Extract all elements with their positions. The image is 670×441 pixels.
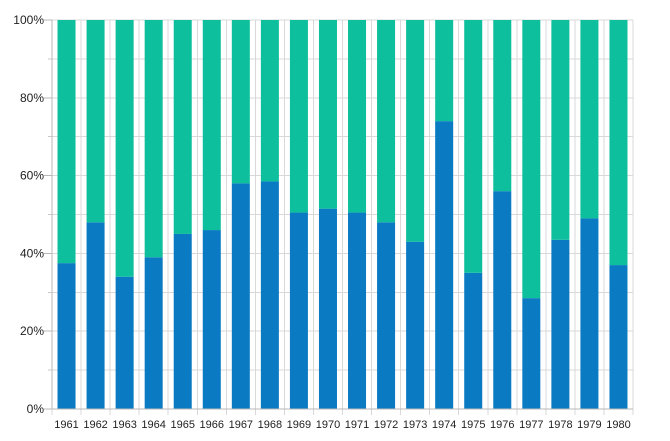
bar-1962-series-1 bbox=[87, 222, 105, 409]
bar-1966-series-1 bbox=[203, 230, 221, 409]
bar-1961-series-2 bbox=[58, 20, 76, 263]
bar-1967-series-1 bbox=[232, 183, 250, 409]
y-tick-label: 60% bbox=[20, 169, 44, 183]
y-axis-tick-labels: 0% 20% 40% 60% 80% 100% bbox=[13, 13, 44, 416]
bar-1980-series-1 bbox=[609, 265, 627, 409]
x-tick-label: 1973 bbox=[403, 419, 427, 431]
x-tick-label: 1967 bbox=[229, 419, 253, 431]
y-tick-label: 40% bbox=[20, 246, 44, 260]
bar-1975-series-1 bbox=[464, 273, 482, 409]
bar-1969-series-2 bbox=[290, 20, 308, 213]
bar-1979-series-2 bbox=[580, 20, 598, 218]
x-tick-label: 1963 bbox=[112, 419, 136, 431]
bar-1971-series-2 bbox=[348, 20, 366, 213]
x-tick-label: 1968 bbox=[258, 419, 282, 431]
bar-1963-series-2 bbox=[116, 20, 134, 277]
x-tick-label: 1966 bbox=[200, 419, 224, 431]
bar-1964-series-2 bbox=[145, 20, 163, 257]
bar-1972-series-2 bbox=[377, 20, 395, 222]
bar-1975-series-2 bbox=[464, 20, 482, 273]
x-tick-label: 1961 bbox=[54, 419, 78, 431]
bar-1970-series-1 bbox=[319, 209, 337, 409]
bar-1977-series-1 bbox=[522, 298, 540, 409]
bar-1973-series-1 bbox=[406, 242, 424, 409]
y-tick-label: 80% bbox=[20, 91, 44, 105]
bar-1976-series-1 bbox=[493, 191, 511, 409]
bar-1965-series-1 bbox=[174, 234, 192, 409]
bar-1979-series-1 bbox=[580, 218, 598, 409]
bar-1968-series-1 bbox=[261, 181, 279, 409]
x-tick-label: 1977 bbox=[519, 419, 543, 431]
x-tick-label: 1976 bbox=[490, 419, 514, 431]
bar-1961-series-1 bbox=[58, 263, 76, 409]
bar-1967-series-2 bbox=[232, 20, 250, 183]
bar-1965-series-2 bbox=[174, 20, 192, 234]
bar-1974-series-2 bbox=[435, 20, 453, 121]
x-tick-label: 1970 bbox=[316, 419, 340, 431]
bar-1977-series-2 bbox=[522, 20, 540, 298]
bar-1963-series-1 bbox=[116, 277, 134, 409]
bar-1972-series-1 bbox=[377, 222, 395, 409]
x-tick-label: 1972 bbox=[374, 419, 398, 431]
bar-1980-series-2 bbox=[609, 20, 627, 265]
x-tick-label: 1971 bbox=[345, 419, 369, 431]
x-tick-label: 1964 bbox=[141, 419, 165, 431]
x-tick-label: 1980 bbox=[606, 419, 630, 431]
gridlines bbox=[52, 20, 633, 415]
bar-1976-series-2 bbox=[493, 20, 511, 191]
bar-1974-series-1 bbox=[435, 121, 453, 409]
x-tick-label: 1969 bbox=[287, 419, 311, 431]
x-tick-label: 1978 bbox=[548, 419, 572, 431]
x-tick-label: 1974 bbox=[432, 419, 456, 431]
bar-1973-series-2 bbox=[406, 20, 424, 242]
bar-1978-series-2 bbox=[551, 20, 569, 240]
y-tick-label: 0% bbox=[27, 402, 45, 416]
bar-1968-series-2 bbox=[261, 20, 279, 181]
y-tick-label: 100% bbox=[13, 13, 44, 27]
bar-1969-series-1 bbox=[290, 213, 308, 409]
bar-1971-series-1 bbox=[348, 213, 366, 409]
x-tick-label: 1979 bbox=[577, 419, 601, 431]
y-tick-label: 20% bbox=[20, 324, 44, 338]
bar-1978-series-1 bbox=[551, 240, 569, 409]
bar-1970-series-2 bbox=[319, 20, 337, 209]
bar-1966-series-2 bbox=[203, 20, 221, 230]
x-tick-label: 1975 bbox=[461, 419, 485, 431]
x-axis-tick-labels: 1961 1962 1963 1964 1965 1966 1967 1968 1969 1970… bbox=[54, 419, 630, 431]
bar-1964-series-1 bbox=[145, 257, 163, 409]
x-tick-label: 1965 bbox=[170, 419, 194, 431]
bar-1962-series-2 bbox=[87, 20, 105, 222]
x-tick-label: 1962 bbox=[83, 419, 107, 431]
